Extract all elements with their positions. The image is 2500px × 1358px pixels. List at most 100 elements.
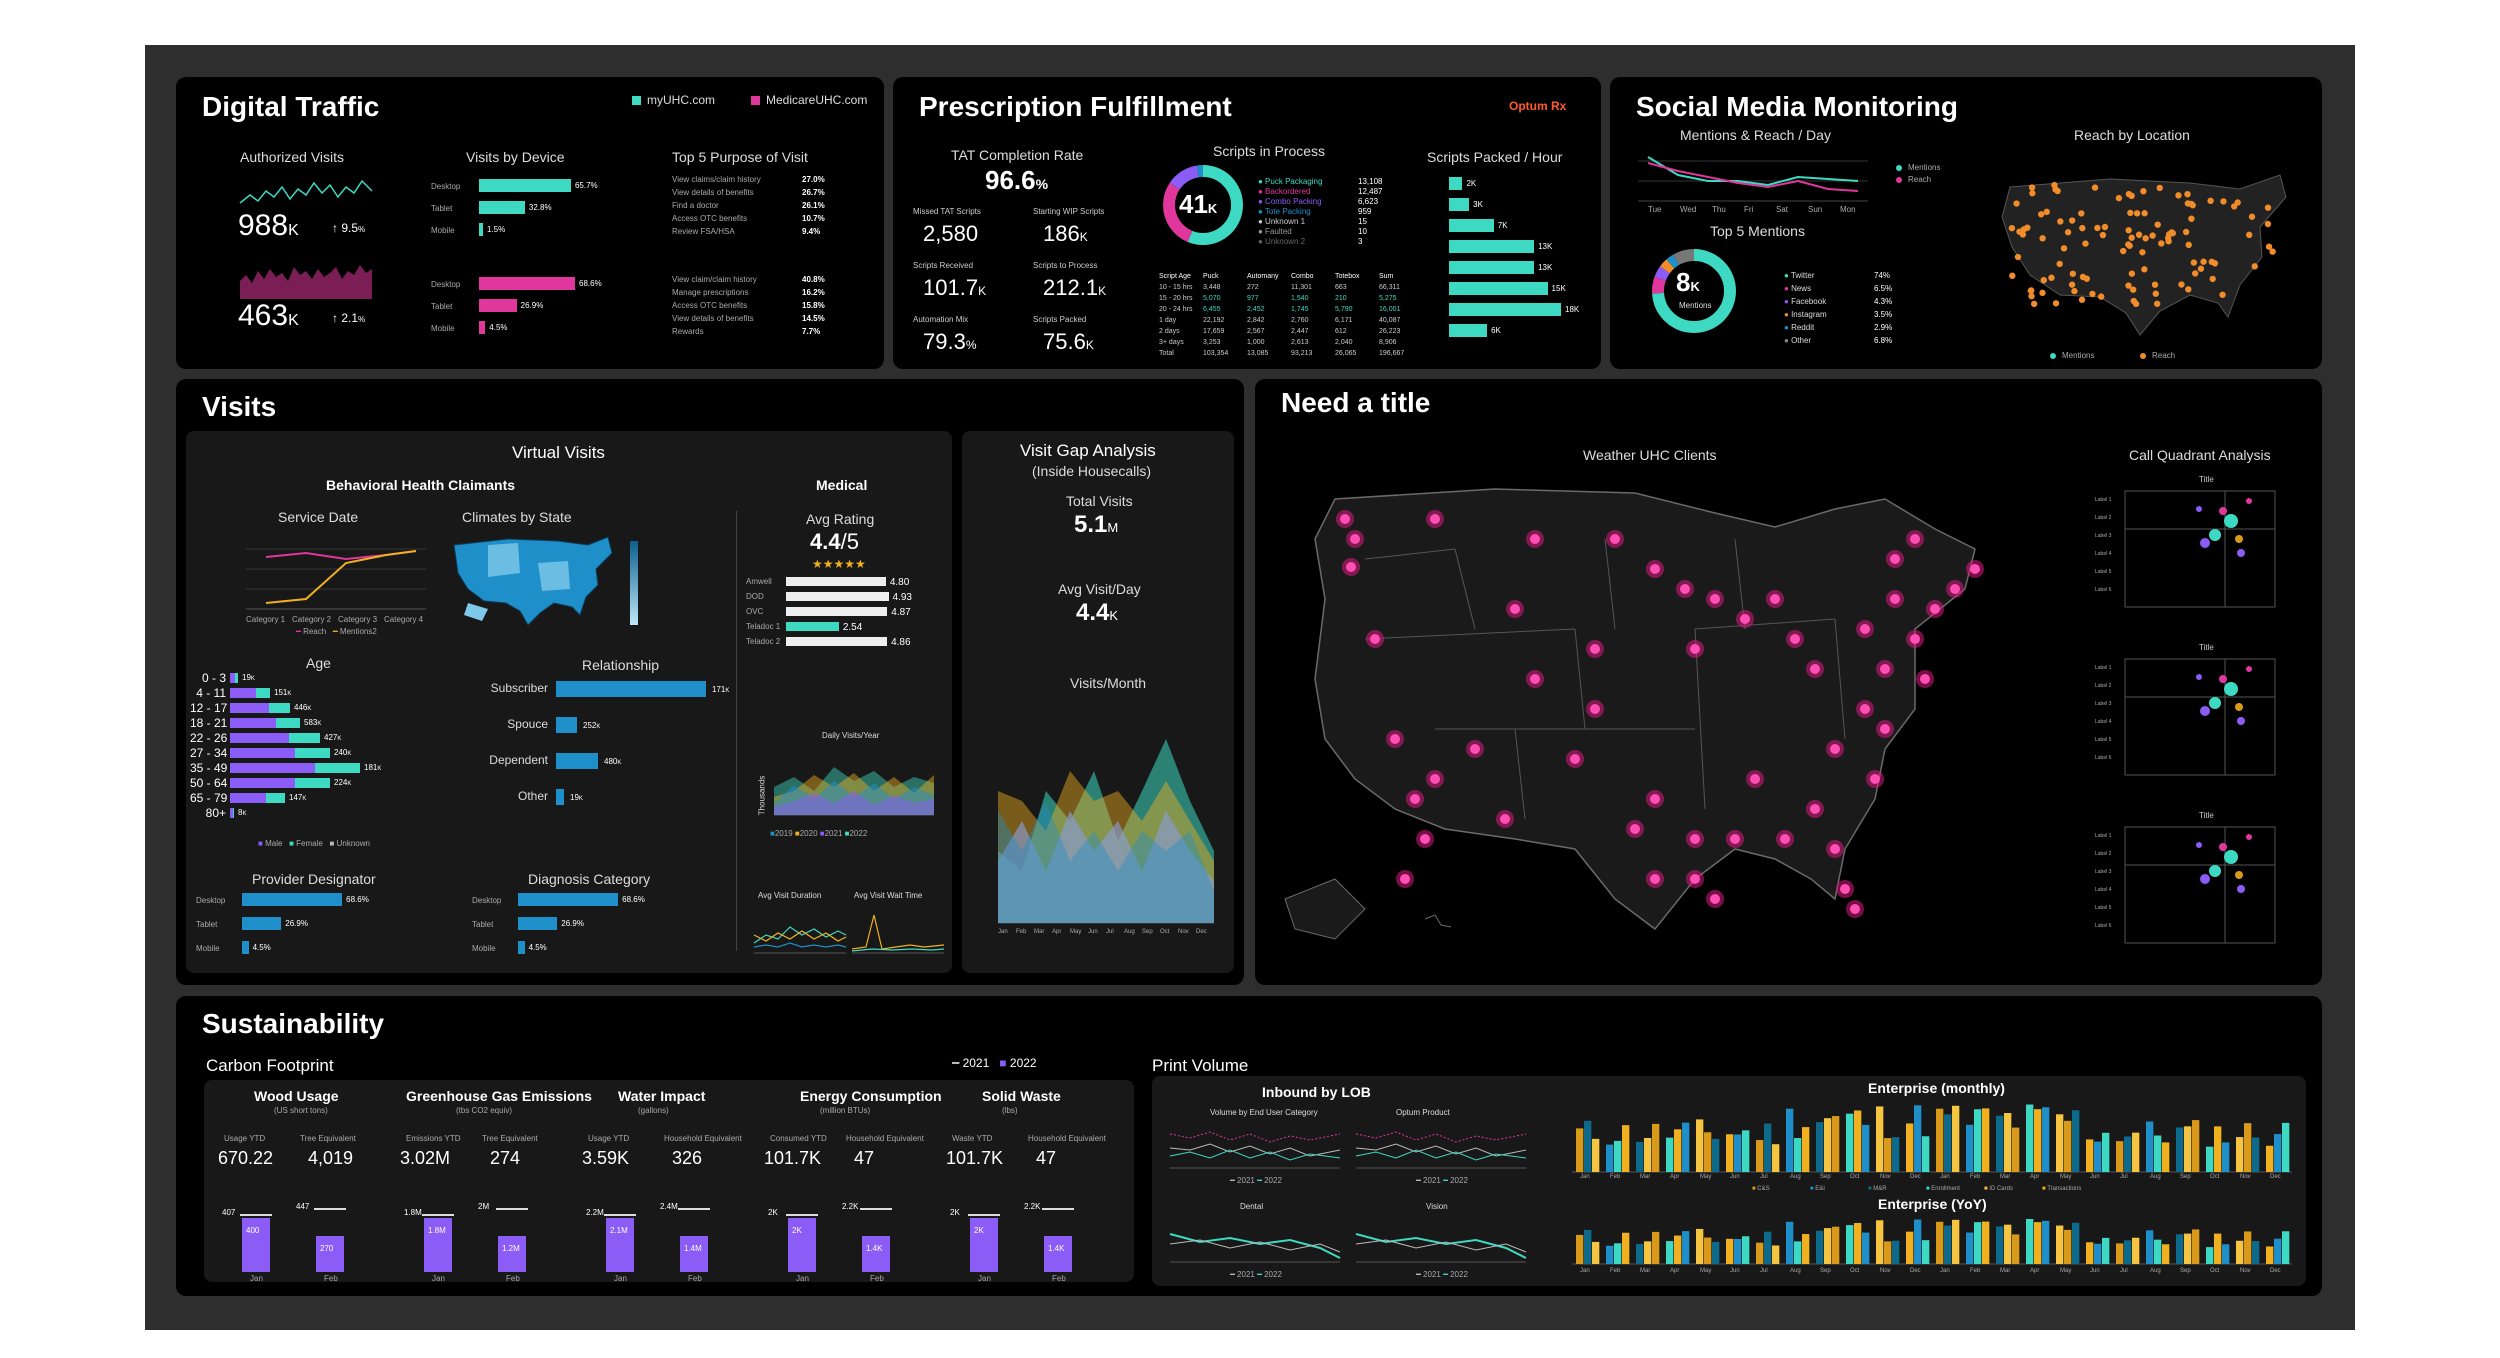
enterprise-legend-item[interactable]: ■ M&R <box>1868 1186 1887 1192</box>
enterprise-bar[interactable] <box>1884 1138 1892 1172</box>
enterprise-bar[interactable] <box>1622 1125 1630 1172</box>
enterprise-bar[interactable] <box>2222 1142 2230 1172</box>
enterprise-bar[interactable] <box>1846 1113 1854 1172</box>
enterprise-bar[interactable] <box>1982 1108 1990 1172</box>
quadrant-point[interactable] <box>2237 717 2245 725</box>
provider-bar[interactable] <box>518 941 525 954</box>
weather-client-dot[interactable] <box>1650 794 1660 804</box>
enterprise-bar[interactable] <box>2004 1113 2012 1172</box>
enterprise-legend-item[interactable]: ■ Enrollment <box>1926 1186 1960 1192</box>
quadrant-point[interactable] <box>2235 535 2243 543</box>
enterprise-bar[interactable] <box>1824 1118 1832 1172</box>
rating-bar[interactable] <box>786 637 888 646</box>
enterprise-bar[interactable] <box>2012 1234 2020 1264</box>
quadrant-point[interactable] <box>2246 834 2252 840</box>
weather-client-dot[interactable] <box>1410 794 1420 804</box>
weather-client-dot[interactable] <box>1346 562 1356 572</box>
age-bar-female[interactable] <box>256 688 270 698</box>
age-bar-female[interactable] <box>269 703 290 713</box>
age-bar-female[interactable] <box>275 718 300 728</box>
weather-client-dot[interactable] <box>1590 704 1600 714</box>
weather-client-dot[interactable] <box>1790 634 1800 644</box>
enterprise-bar[interactable] <box>2056 1114 2064 1172</box>
weather-client-dot[interactable] <box>1870 774 1880 784</box>
enterprise-bar[interactable] <box>2094 1243 2102 1264</box>
enterprise-bar[interactable] <box>2176 1127 2184 1172</box>
enterprise-bar[interactable] <box>1832 1116 1840 1172</box>
enterprise-bar[interactable] <box>1936 1108 1944 1172</box>
enterprise-bar[interactable] <box>2192 1229 2200 1264</box>
enterprise-bar[interactable] <box>1944 1114 1952 1172</box>
enterprise-bar[interactable] <box>1606 1144 1614 1172</box>
enterprise-bar[interactable] <box>1576 1128 1584 1172</box>
enterprise-legend-item[interactable]: ■ C&S <box>1752 1186 1770 1192</box>
enterprise-legend-item[interactable]: ■ ID Cards <box>1984 1186 2013 1192</box>
enterprise-bar[interactable] <box>2102 1237 2110 1264</box>
enterprise-bar[interactable] <box>1666 1241 1674 1264</box>
donut-legend-item[interactable]: ● Puck Packaging <box>1258 177 1323 186</box>
enterprise-bar[interactable] <box>1696 1119 1704 1172</box>
weather-client-dot[interactable] <box>1610 534 1620 544</box>
map-legend-reach[interactable]: Reach <box>2140 351 2175 360</box>
weather-client-dot[interactable] <box>1630 824 1640 834</box>
enterprise-bar[interactable] <box>1922 1240 1930 1264</box>
weather-client-dot[interactable] <box>1930 604 1940 614</box>
packed-bar[interactable] <box>1449 303 1561 316</box>
enterprise-bar[interactable] <box>1966 1124 1974 1172</box>
weather-client-dot[interactable] <box>1590 644 1600 654</box>
enterprise-bar[interactable] <box>2206 1146 2214 1172</box>
enterprise-bar[interactable] <box>1794 1241 1802 1264</box>
relationship-bar[interactable] <box>556 753 598 769</box>
quadrant-point[interactable] <box>2196 674 2202 680</box>
enterprise-bar[interactable] <box>2042 1107 2050 1172</box>
quadrant-chart[interactable] <box>2115 490 2305 611</box>
enterprise-bar[interactable] <box>2102 1132 2110 1172</box>
enterprise-legend-item[interactable]: ■ Transactions <box>2042 1186 2082 1192</box>
inbound-line-chart[interactable] <box>1355 1214 1527 1264</box>
enterprise-bar[interactable] <box>1914 1105 1922 1172</box>
line-legend-reach[interactable]: Reach <box>1896 175 1931 184</box>
carbon-bar-2022[interactable] <box>606 1218 634 1272</box>
enterprise-bar[interactable] <box>1996 1115 2004 1172</box>
age-bar-male[interactable] <box>230 793 266 803</box>
weather-client-dot[interactable] <box>1370 634 1380 644</box>
enterprise-bar[interactable] <box>2184 1233 2192 1264</box>
enterprise-bar[interactable] <box>1636 1243 1644 1264</box>
quadrant-point[interactable] <box>2224 682 2238 696</box>
age-bar-female[interactable] <box>235 673 238 683</box>
enterprise-bar[interactable] <box>1892 1240 1900 1264</box>
rating-bar[interactable] <box>786 577 886 586</box>
rating-bar[interactable] <box>786 622 839 631</box>
packed-bar[interactable] <box>1449 324 1488 337</box>
enterprise-bar[interactable] <box>1734 1134 1742 1172</box>
carbon-bar-2022[interactable] <box>316 1236 344 1272</box>
enterprise-bar[interactable] <box>1742 1236 1750 1264</box>
weather-client-dot[interactable] <box>1860 624 1870 634</box>
enterprise-bar[interactable] <box>1966 1232 1974 1264</box>
age-bar-female[interactable] <box>295 778 330 788</box>
age-bar-male[interactable] <box>230 718 276 728</box>
weather-client-dot[interactable] <box>1390 734 1400 744</box>
enterprise-bar[interactable] <box>1952 1105 1960 1172</box>
provider-bar[interactable] <box>242 917 282 930</box>
age-bar-female[interactable] <box>232 808 234 818</box>
quadrant-chart[interactable] <box>2115 658 2305 779</box>
enterprise-bar[interactable] <box>1704 1237 1712 1264</box>
enterprise-bar[interactable] <box>1786 1221 1794 1264</box>
enterprise-bar[interactable] <box>1974 1109 1982 1172</box>
packed-bar[interactable] <box>1449 219 1494 232</box>
quadrant-point[interactable] <box>2196 842 2202 848</box>
weather-client-dot[interactable] <box>1650 874 1660 884</box>
age-bar-male[interactable] <box>230 808 233 818</box>
age-bar-female[interactable] <box>288 733 320 743</box>
donut-legend-item[interactable]: ● Combo Packing <box>1258 197 1322 206</box>
age-bar-female[interactable] <box>314 763 360 773</box>
enterprise-bar[interactable] <box>1712 1138 1720 1172</box>
age-bar-male[interactable] <box>230 703 269 713</box>
quadrant-chart[interactable] <box>2115 826 2305 947</box>
quadrant-point[interactable] <box>2246 666 2252 672</box>
enterprise-bar[interactable] <box>2282 1122 2290 1172</box>
enterprise-bar[interactable] <box>2244 1123 2252 1172</box>
weather-client-dot[interactable] <box>1770 594 1780 604</box>
weather-client-dot[interactable] <box>1570 754 1580 764</box>
